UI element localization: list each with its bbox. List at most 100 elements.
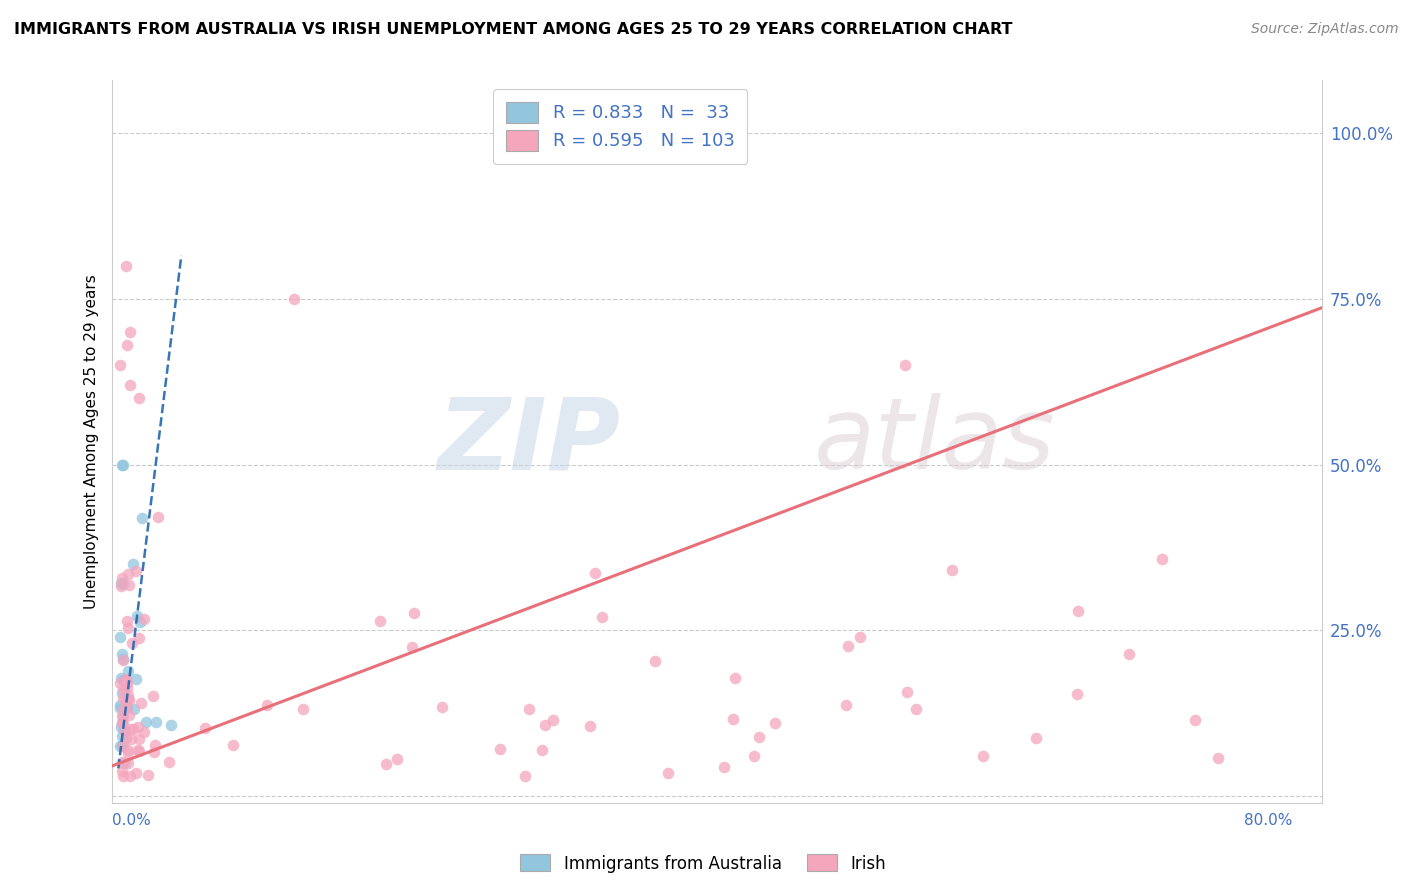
Point — [111, 458, 134, 472]
Point — [748, 730, 770, 744]
Point — [713, 760, 735, 774]
Point — [111, 715, 134, 730]
Point — [112, 723, 135, 738]
Point — [530, 743, 553, 757]
Point — [114, 700, 136, 714]
Point — [110, 579, 132, 593]
Point — [1025, 731, 1047, 745]
Point — [644, 654, 666, 668]
Point — [111, 647, 134, 661]
Point — [148, 510, 170, 524]
Point — [111, 709, 134, 723]
Point — [112, 652, 135, 666]
Point — [145, 714, 167, 729]
Point — [117, 692, 139, 706]
Point — [120, 378, 142, 392]
Point — [579, 718, 602, 732]
Point — [160, 718, 183, 732]
Point — [112, 673, 135, 688]
Point — [111, 769, 134, 783]
Point — [489, 742, 512, 756]
Point — [157, 755, 180, 769]
Point — [117, 692, 139, 706]
Point — [114, 259, 136, 273]
Point — [110, 720, 132, 734]
Point — [111, 739, 134, 753]
Y-axis label: Unemployment Among Ages 25 to 29 years: Unemployment Among Ages 25 to 29 years — [83, 274, 98, 609]
Point — [112, 653, 135, 667]
Text: 0.0%: 0.0% — [112, 813, 152, 828]
Point — [402, 606, 425, 620]
Point — [941, 563, 963, 577]
Point — [115, 673, 138, 688]
Point — [129, 615, 152, 629]
Point — [111, 715, 134, 730]
Point — [132, 612, 155, 626]
Point — [385, 752, 408, 766]
Point — [657, 765, 679, 780]
Point — [115, 731, 138, 745]
Text: atlas: atlas — [814, 393, 1056, 490]
Point — [115, 676, 138, 690]
Point — [124, 765, 146, 780]
Point — [122, 557, 145, 571]
Point — [401, 640, 423, 654]
Point — [194, 722, 217, 736]
Point — [111, 715, 134, 730]
Point — [432, 700, 454, 714]
Point — [111, 755, 134, 769]
Point — [256, 698, 278, 712]
Point — [142, 689, 165, 703]
Point — [222, 738, 245, 752]
Point — [112, 673, 135, 688]
Point — [110, 675, 132, 690]
Text: Source: ZipAtlas.com: Source: ZipAtlas.com — [1251, 22, 1399, 37]
Point — [849, 630, 872, 644]
Point — [111, 764, 134, 779]
Text: ZIP: ZIP — [437, 393, 620, 490]
Point — [583, 566, 606, 580]
Point — [896, 685, 918, 699]
Point — [122, 723, 145, 737]
Point — [121, 636, 143, 650]
Point — [136, 768, 159, 782]
Legend: Immigrants from Australia, Irish: Immigrants from Australia, Irish — [513, 847, 893, 880]
Point — [893, 359, 915, 373]
Point — [128, 631, 150, 645]
Point — [1067, 604, 1090, 618]
Point — [835, 698, 858, 713]
Point — [110, 575, 132, 590]
Point — [763, 715, 786, 730]
Point — [283, 292, 305, 306]
Point — [125, 672, 148, 686]
Point — [1208, 751, 1230, 765]
Legend: R = 0.833   N =  33, R = 0.595   N = 103: R = 0.833 N = 33, R = 0.595 N = 103 — [494, 89, 748, 163]
Point — [117, 756, 139, 771]
Point — [111, 571, 134, 585]
Point — [120, 731, 142, 746]
Point — [723, 712, 745, 726]
Point — [134, 724, 156, 739]
Text: 80.0%: 80.0% — [1244, 813, 1292, 828]
Point — [292, 702, 315, 716]
Point — [117, 746, 139, 760]
Point — [112, 690, 135, 705]
Text: IMMIGRANTS FROM AUSTRALIA VS IRISH UNEMPLOYMENT AMONG AGES 25 TO 29 YEARS CORREL: IMMIGRANTS FROM AUSTRALIA VS IRISH UNEMP… — [14, 22, 1012, 37]
Point — [131, 696, 153, 710]
Point — [111, 738, 134, 752]
Point — [118, 578, 141, 592]
Point — [1184, 713, 1206, 727]
Point — [122, 702, 145, 716]
Point — [905, 702, 928, 716]
Point — [108, 698, 131, 712]
Point — [724, 671, 747, 685]
Point — [117, 621, 139, 635]
Point — [117, 688, 139, 702]
Point — [742, 748, 765, 763]
Point — [127, 720, 149, 734]
Point — [117, 743, 139, 757]
Point — [111, 708, 134, 723]
Point — [110, 701, 132, 715]
Point — [534, 718, 557, 732]
Point — [1118, 647, 1140, 661]
